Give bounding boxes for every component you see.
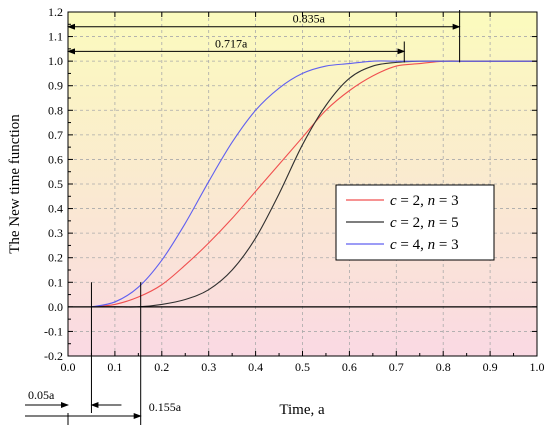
legend-box: [335, 184, 495, 261]
series-line-3: [91, 60, 537, 308]
y-tick-label: -0.1: [44, 324, 63, 338]
legend-label-2: c = 2, n = 5: [390, 215, 459, 231]
annotation-0835-label: 0.835a: [293, 12, 326, 26]
axes: 0.0 0.1 0.2 0.3 0.4 0.5 0.6 0.7 0.8 0.9 1.0 -0.2 -0.…: [44, 5, 545, 374]
x-tick-label: 0.6: [342, 360, 357, 374]
y-tick-label: 1.0: [48, 54, 63, 68]
x-tick-label: 0.2: [154, 360, 169, 374]
y-tick-label: 0.1: [48, 275, 63, 289]
y-tick-label: 1.1: [48, 30, 63, 44]
annotation-005-label: 0.05a: [28, 388, 55, 402]
series-lines: [91, 60, 537, 308]
y-tick-label: -0.2: [44, 349, 63, 363]
legend-label-3: c = 4, n = 3: [390, 237, 459, 253]
y-tick-label: 0.8: [48, 103, 63, 117]
x-tick-label: 0.9: [483, 360, 498, 374]
y-tick-label: 0.4: [48, 202, 63, 216]
x-tick-label: 0.3: [201, 360, 216, 374]
x-tick-label: 0.4: [248, 360, 263, 374]
legend: c = 2, n = 3 c = 2, n = 5 c = 4, n = 3: [335, 184, 495, 261]
y-tick-label: 1.2: [48, 5, 63, 19]
y-tick-label: 0.9: [48, 79, 63, 93]
y-tick-label: 0.0: [48, 300, 63, 314]
x-tick-label: 0.5: [295, 360, 310, 374]
x-tick-label: 0.8: [436, 360, 451, 374]
x-tick-label: 0.7: [389, 360, 404, 374]
y-axis-title: The New time function: [7, 114, 23, 254]
x-tick-label: 1.0: [530, 360, 545, 374]
y-tick-label: 0.7: [48, 128, 63, 142]
legend-label-1: c = 2, n = 3: [390, 193, 459, 209]
annotation-0717-label: 0.717a: [215, 36, 248, 50]
x-tick-label: 0.0: [61, 360, 76, 374]
y-tick-label: 0.5: [48, 177, 63, 191]
y-tick-label: 0.3: [48, 226, 63, 240]
annotations: 0.835a 0.717a 0.05a 0.155a: [25, 10, 461, 425]
x-axis-title: Time, a: [279, 402, 325, 418]
annotation-0155-label: 0.155a: [149, 400, 182, 414]
y-tick-label: 0.2: [48, 251, 63, 265]
x-tick-label: 0.1: [107, 360, 122, 374]
y-tick-label: 0.6: [48, 152, 63, 166]
